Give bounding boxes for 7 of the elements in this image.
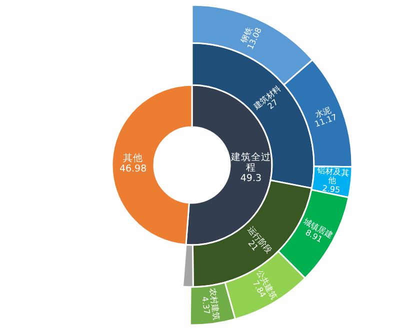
slice-label: 建筑全过程 — [230, 151, 271, 174]
data-label: 4.37 — [200, 296, 212, 315]
slice-label: 其他 — [123, 152, 144, 164]
data-label: 46.98 — [119, 163, 147, 174]
data-label: 2.95 — [322, 184, 341, 195]
slice-label: 铝材及其他 — [316, 165, 350, 186]
data-label: 49.3 — [240, 173, 262, 184]
